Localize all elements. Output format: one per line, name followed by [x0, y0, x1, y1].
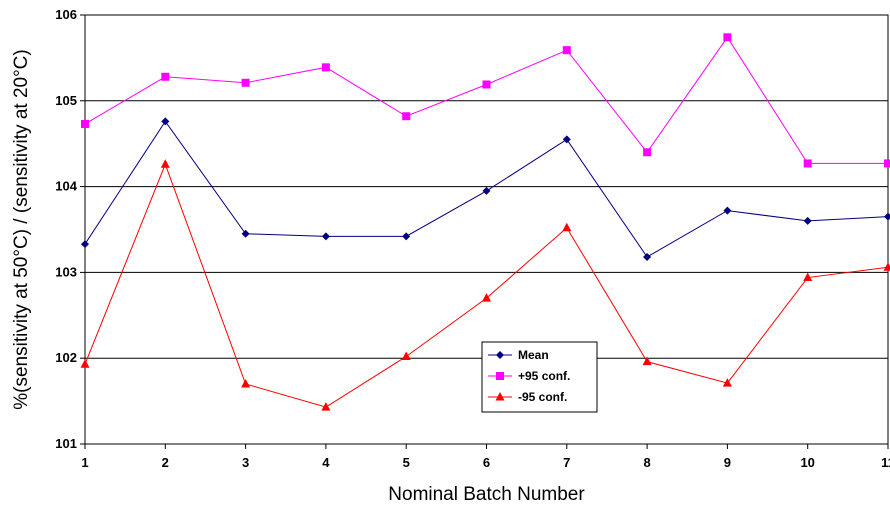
- data-point: [642, 356, 652, 366]
- x-axis-ticks: 1 2 3 4 5 6 7 8 9 10 11: [81, 444, 890, 470]
- data-point: [161, 117, 170, 126]
- x-tick-label: 11: [881, 455, 890, 470]
- data-point: [803, 216, 812, 225]
- x-tick-label: 6: [483, 455, 490, 470]
- data-point: [241, 378, 251, 388]
- data-point: [81, 240, 89, 249]
- x-tick-label: 2: [162, 455, 169, 470]
- x-tick-label: 1: [81, 455, 88, 470]
- y-tick-label: 102: [55, 350, 77, 365]
- y-tick-label: 104: [55, 179, 77, 194]
- data-point: [643, 148, 652, 157]
- data-point: [884, 212, 890, 221]
- data-point: [241, 78, 250, 87]
- y-axis-ticks: 101 102 103 104 105 106: [55, 7, 85, 451]
- x-tick-label: 7: [563, 455, 570, 470]
- data-point: [482, 186, 491, 195]
- data-point: [803, 272, 813, 282]
- legend-marker: [496, 372, 504, 380]
- data-point: [803, 159, 812, 168]
- data-point: [161, 72, 170, 81]
- data-point: [722, 378, 732, 387]
- series-layer: [80, 33, 890, 411]
- x-tick-label: 3: [242, 455, 249, 470]
- y-tick-label: 106: [55, 7, 77, 22]
- data-point: [883, 262, 890, 271]
- data-point: [321, 232, 330, 241]
- series-1: [81, 33, 890, 168]
- gridlines: [85, 100, 888, 359]
- legend-label: Mean: [518, 348, 549, 362]
- data-point: [482, 293, 491, 302]
- y-tick-label: 105: [55, 93, 77, 108]
- y-tick-label: 101: [55, 436, 77, 451]
- data-point: [643, 252, 652, 261]
- data-point: [401, 351, 411, 360]
- data-point: [884, 159, 890, 168]
- data-point: [562, 46, 571, 55]
- data-point: [562, 135, 571, 144]
- data-point: [402, 112, 411, 121]
- x-tick-label: 5: [403, 455, 410, 470]
- data-point: [723, 206, 732, 215]
- x-tick-label: 9: [724, 455, 731, 470]
- series-0: [81, 117, 890, 261]
- legend-marker: [496, 351, 504, 359]
- x-tick-label: 8: [643, 455, 650, 470]
- legend-marker: [495, 392, 505, 401]
- data-point: [562, 222, 572, 232]
- data-point: [160, 159, 170, 168]
- data-point: [482, 80, 491, 89]
- data-point: [80, 359, 90, 368]
- legend: Mean +95 conf. -95 conf.: [481, 341, 598, 413]
- x-tick-label: 10: [800, 455, 814, 470]
- data-point: [241, 229, 250, 238]
- x-tick-label: 4: [322, 455, 330, 470]
- x-axis-title: Nominal Batch Number: [388, 484, 585, 505]
- data-point: [723, 33, 732, 42]
- series-2: [80, 159, 890, 411]
- data-point: [402, 232, 411, 241]
- y-axis-title: %(sensitivity at 50°C) / (sensitivity at…: [11, 49, 32, 409]
- legend-label: -95 conf.: [518, 390, 567, 404]
- data-point: [321, 63, 330, 72]
- data-point: [321, 402, 331, 411]
- legend-label: +95 conf.: [518, 369, 570, 383]
- y-tick-label: 103: [55, 264, 77, 279]
- data-point: [81, 119, 89, 128]
